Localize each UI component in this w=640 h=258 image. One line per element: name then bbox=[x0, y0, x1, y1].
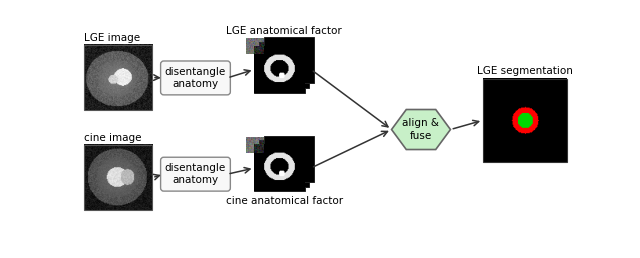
Text: LGE segmentation: LGE segmentation bbox=[477, 66, 573, 76]
Text: disentangle
anatomy: disentangle anatomy bbox=[165, 163, 226, 186]
FancyBboxPatch shape bbox=[161, 61, 230, 95]
Polygon shape bbox=[392, 109, 451, 150]
Bar bbox=[254, 145, 305, 191]
Text: align &
fuse: align & fuse bbox=[403, 118, 440, 141]
Bar bbox=[254, 46, 305, 93]
Bar bbox=[84, 45, 152, 110]
Bar bbox=[259, 42, 309, 88]
Bar bbox=[264, 136, 314, 182]
Text: LGE anatomical factor: LGE anatomical factor bbox=[227, 26, 342, 36]
Bar bbox=[84, 145, 152, 210]
Text: LGE image: LGE image bbox=[84, 33, 140, 43]
FancyBboxPatch shape bbox=[161, 157, 230, 191]
Text: cine anatomical factor: cine anatomical factor bbox=[226, 196, 343, 206]
Bar bbox=[483, 79, 566, 162]
Bar bbox=[264, 37, 314, 83]
Bar bbox=[259, 140, 309, 187]
Text: disentangle
anatomy: disentangle anatomy bbox=[165, 67, 226, 89]
Text: cine image: cine image bbox=[84, 133, 141, 143]
